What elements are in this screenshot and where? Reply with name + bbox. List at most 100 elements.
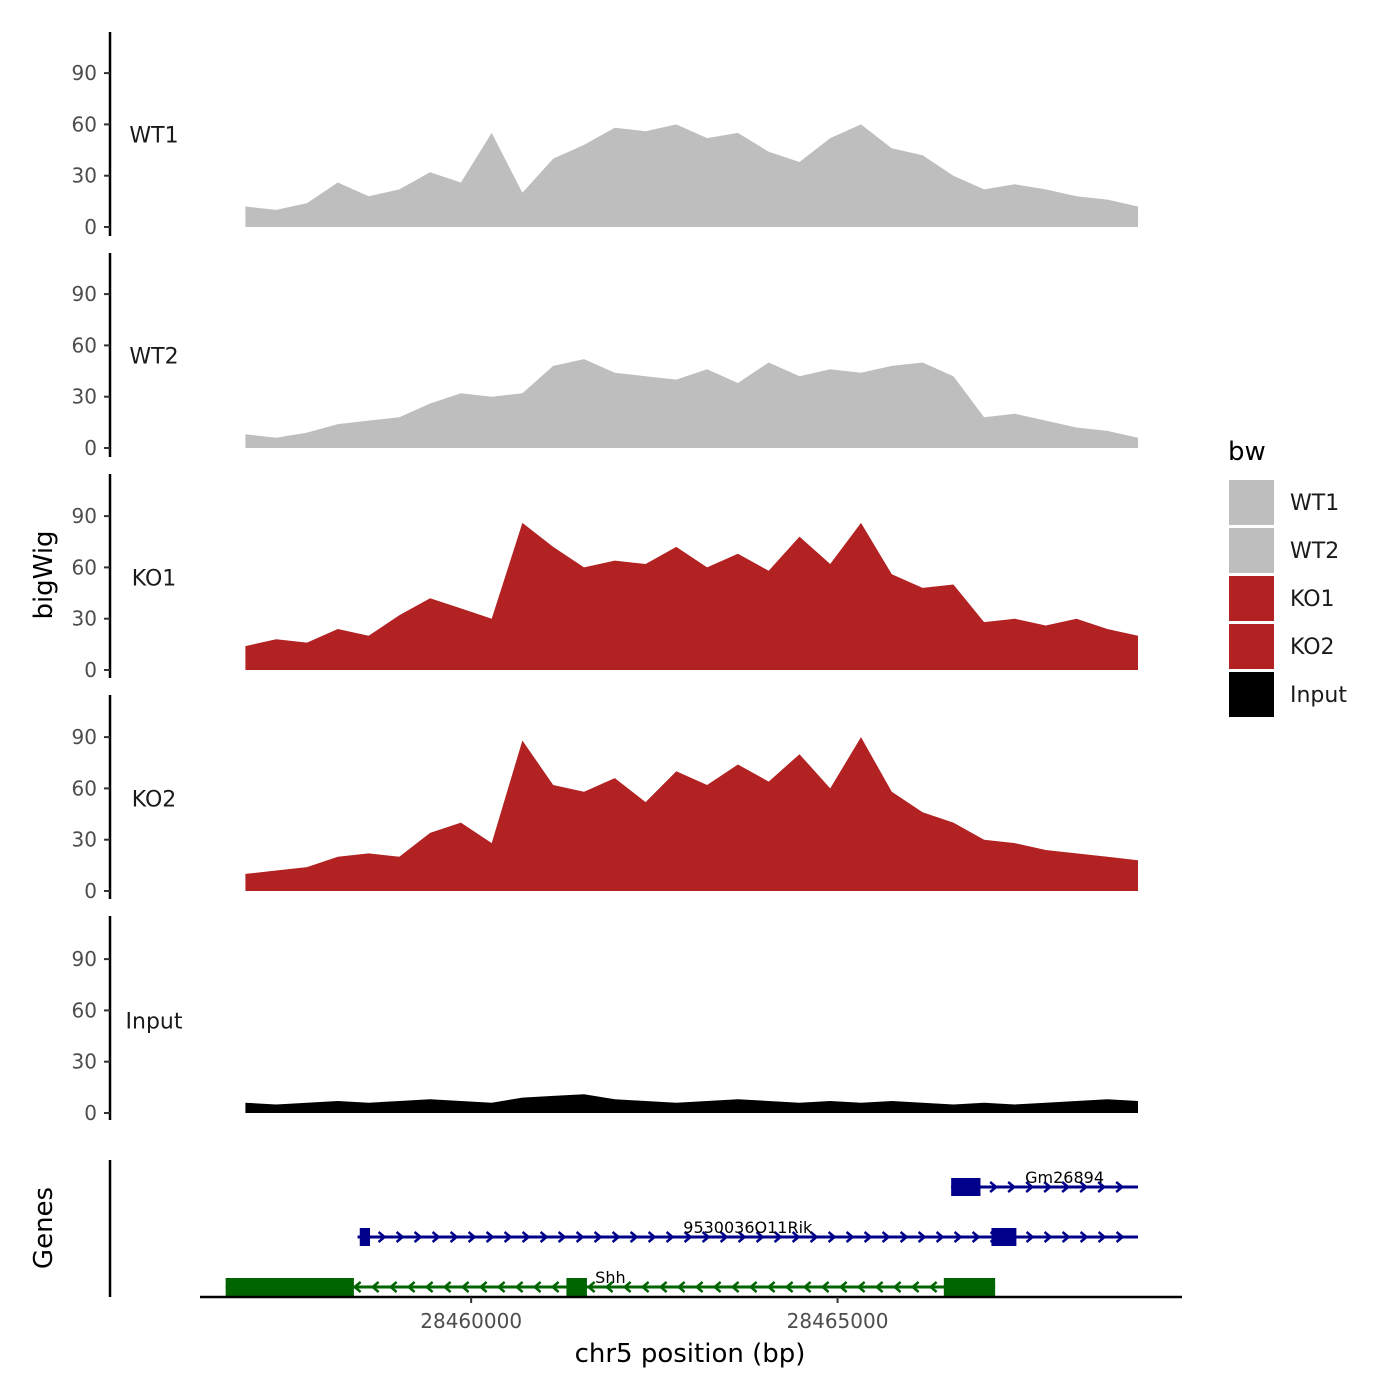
strand-chevron	[1079, 1231, 1089, 1243]
legend-entry-wt2: WT2	[1229, 528, 1339, 573]
strand-chevron	[845, 1231, 855, 1243]
y-tick-label: 90	[72, 282, 97, 306]
legend-label: KO1	[1290, 587, 1335, 612]
exon	[359, 1228, 371, 1246]
strand-chevron	[773, 1231, 783, 1243]
strand-chevron	[874, 1281, 884, 1293]
track-label: Input	[126, 1009, 183, 1034]
strand-chevron	[838, 1281, 848, 1293]
strand-chevron	[431, 1231, 441, 1243]
strand-chevron	[586, 1281, 596, 1293]
strand-chevron	[694, 1281, 704, 1293]
strand-chevron	[892, 1281, 902, 1293]
strand-chevron	[856, 1281, 866, 1293]
strand-chevron	[676, 1281, 686, 1293]
strand-chevron	[1025, 1181, 1035, 1193]
strand-chevron	[791, 1231, 801, 1243]
strand-chevron	[557, 1231, 567, 1243]
y-tick-label: 0	[84, 1101, 97, 1125]
gene-label: 9530036O11Rik	[683, 1218, 813, 1237]
strand-chevron	[485, 1231, 495, 1243]
legend-entry-ko2: KO2	[1229, 624, 1335, 669]
strand-chevron	[953, 1231, 963, 1243]
y-tick-label: 30	[72, 828, 97, 852]
track-ko2: 0 30 60 90 KO2	[72, 695, 1139, 903]
strand-chevron	[917, 1231, 927, 1243]
strand-chevron	[809, 1231, 819, 1243]
y-tick-label: 0	[84, 879, 97, 903]
strand-chevron	[989, 1181, 999, 1193]
strand-chevron	[622, 1281, 632, 1293]
strand-chevron	[899, 1231, 909, 1243]
strand-chevron	[683, 1231, 693, 1243]
legend-swatch	[1229, 576, 1274, 621]
strand-chevron	[712, 1281, 722, 1293]
exon	[951, 1178, 981, 1196]
y-tick-label: 90	[72, 504, 97, 528]
strand-chevron	[388, 1281, 398, 1293]
strand-chevron	[647, 1231, 657, 1243]
legend-entry-ko1: KO1	[1229, 576, 1335, 621]
strand-chevron	[820, 1281, 830, 1293]
legend-entry-input: Input	[1229, 672, 1347, 717]
bigwig-tracks: 0 30 60 90 WT1 0 30 60 90 WT2 0 30 60 90 KO1 0 30 60 90 KO2…	[72, 32, 1139, 1125]
strand-chevron	[1115, 1231, 1125, 1243]
track-ko1: 0 30 60 90 KO1	[72, 474, 1139, 682]
strand-chevron	[928, 1281, 938, 1293]
y-tick-label: 0	[84, 658, 97, 682]
strand-chevron	[467, 1231, 477, 1243]
strand-chevron	[881, 1231, 891, 1243]
x-tick-label: 28465000	[787, 1309, 889, 1333]
legend-swatch	[1229, 672, 1274, 717]
exon	[991, 1228, 1017, 1246]
strand-chevron	[413, 1231, 423, 1243]
strand-chevron	[935, 1231, 945, 1243]
y-tick-label: 60	[72, 555, 97, 579]
strand-chevron	[352, 1281, 362, 1293]
coverage-area-ko2	[245, 737, 1139, 891]
x-axis-title: chr5 position (bp)	[575, 1339, 806, 1369]
strand-chevron	[658, 1281, 668, 1293]
strand-chevron	[802, 1281, 812, 1293]
strand-chevron	[593, 1231, 603, 1243]
y-tick-label: 60	[72, 776, 97, 800]
track-label: KO2	[132, 787, 177, 812]
strand-chevron	[737, 1231, 747, 1243]
gene-shh: Shh	[225, 1268, 996, 1296]
strand-chevron	[629, 1231, 639, 1243]
y-tick-label: 60	[72, 998, 97, 1022]
strand-chevron	[1061, 1181, 1071, 1193]
y-tick-label: 30	[72, 385, 97, 409]
x-axis: 28460000 28465000	[200, 1295, 1182, 1333]
strand-chevron	[748, 1281, 758, 1293]
strand-chevron	[478, 1281, 488, 1293]
y-tick-label: 30	[72, 607, 97, 631]
strand-chevron	[604, 1281, 614, 1293]
strand-chevron	[406, 1281, 416, 1293]
gene-gm26894: Gm26894	[951, 1168, 1139, 1196]
strand-chevron	[539, 1231, 549, 1243]
strand-chevron	[766, 1281, 776, 1293]
legend-label: Input	[1290, 683, 1347, 708]
track-label: WT1	[129, 123, 178, 148]
strand-chevron	[1043, 1231, 1053, 1243]
y-tick-label: 30	[72, 164, 97, 188]
gene-label: Shh	[595, 1268, 625, 1287]
strand-chevron	[521, 1231, 531, 1243]
genes-axis-title: Genes	[29, 1187, 59, 1269]
strand-chevron	[1079, 1181, 1089, 1193]
gene-label: Gm26894	[1025, 1168, 1104, 1187]
y-tick-label: 0	[84, 215, 97, 239]
strand-chevron	[827, 1231, 837, 1243]
legend-entry-wt1: WT1	[1229, 480, 1339, 525]
coverage-area-ko1	[245, 522, 1139, 670]
strand-chevron	[424, 1281, 434, 1293]
strand-chevron	[1043, 1181, 1053, 1193]
legend-label: WT2	[1290, 539, 1339, 564]
strand-chevron	[1007, 1181, 1017, 1193]
strand-chevron	[1097, 1231, 1107, 1243]
legend-label: KO2	[1290, 635, 1335, 660]
track-wt1: 0 30 60 90 WT1	[72, 32, 1139, 239]
strand-chevron	[719, 1231, 729, 1243]
